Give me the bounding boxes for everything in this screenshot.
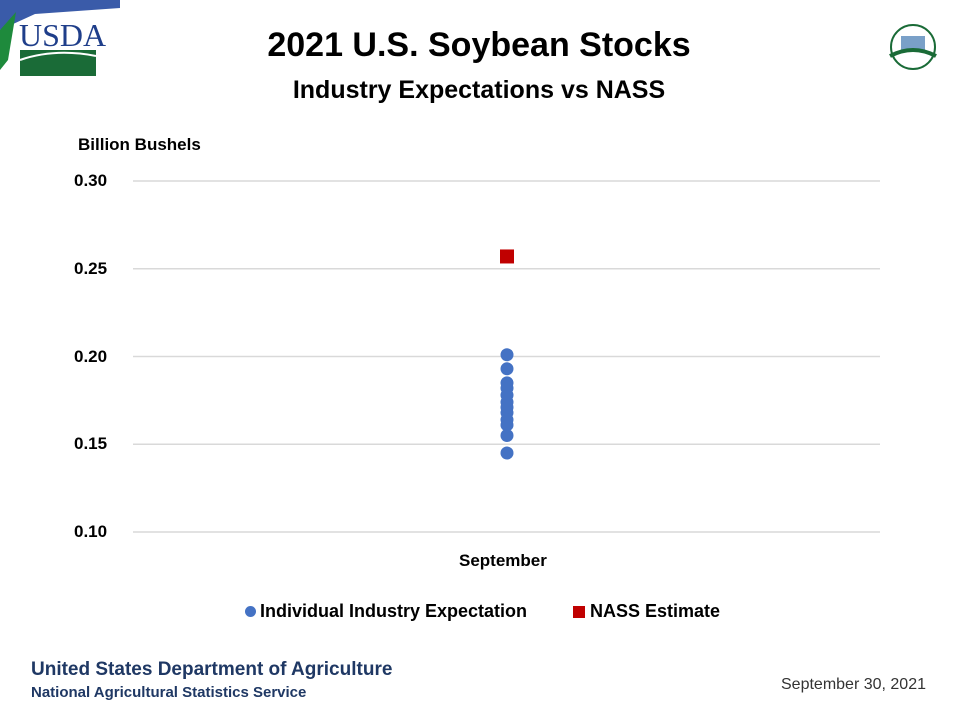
legend-label: NASS Estimate <box>590 601 721 621</box>
y-axis-label: Billion Bushels <box>78 135 201 154</box>
circle-marker-icon <box>245 606 256 617</box>
industry-expectation-point <box>500 418 514 432</box>
legend-label: Individual Industry Expectation <box>260 601 528 621</box>
industry-expectation-point <box>500 362 514 376</box>
industry-expectation-point <box>500 428 514 442</box>
footer-org: United States Department of Agriculture <box>31 659 393 680</box>
y-tick: 0.25 <box>74 259 108 278</box>
plot-area <box>133 180 880 533</box>
y-tick: 0.30 <box>74 171 108 190</box>
chart-title: 2021 U.S. Soybean Stocks <box>267 26 691 64</box>
y-tick: 0.10 <box>74 522 108 541</box>
nass-estimate-point <box>500 249 514 264</box>
usda-logo: USDA <box>0 0 120 76</box>
legend-item-industry: Individual Industry Expectation <box>245 601 527 622</box>
chart-subtitle: Industry Expectations vs NASS <box>292 76 666 104</box>
agriculture-counts-logo <box>889 24 937 70</box>
svg-text:USDA: USDA <box>19 17 106 53</box>
y-tick: 0.15 <box>74 434 108 453</box>
industry-expectation-point <box>500 348 514 362</box>
industry-expectation-point <box>500 446 514 460</box>
y-tick: 0.20 <box>74 347 108 366</box>
legend-item-nass: NASS Estimate <box>573 601 720 622</box>
x-category-label: September <box>459 551 547 570</box>
footer-agency: National Agricultural Statistics Service <box>31 684 307 701</box>
footer-date: September 30, 2021 <box>781 676 926 693</box>
square-marker-icon <box>573 605 585 618</box>
